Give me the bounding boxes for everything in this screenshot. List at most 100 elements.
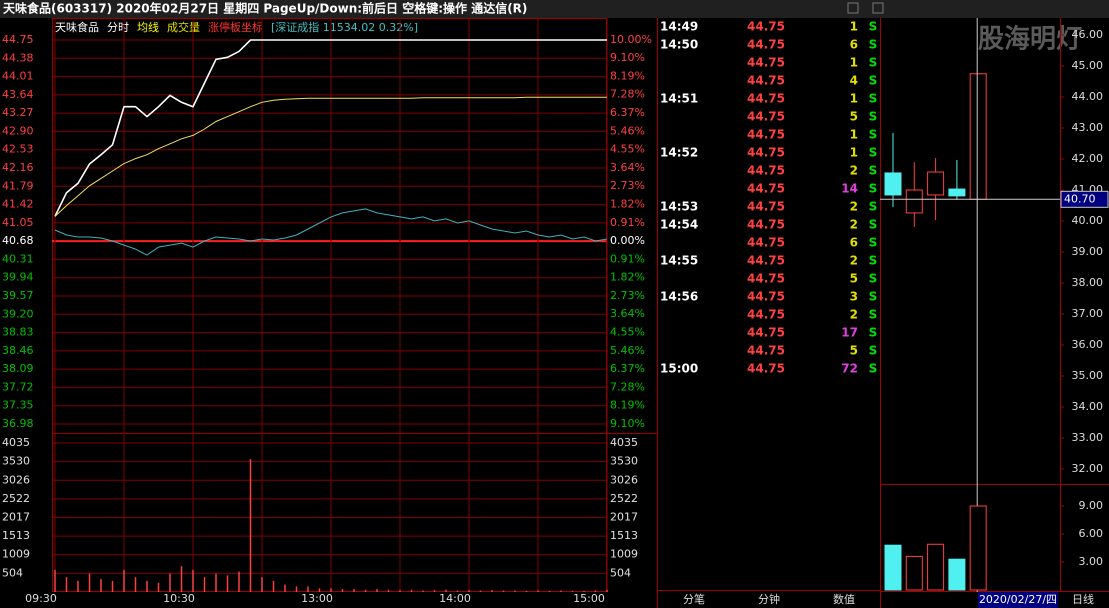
daily-tick-label: 33.00 [1072,431,1104,444]
y-tick-label: 40.68 [2,234,34,247]
trade-volume: 1 [850,20,858,34]
trade-side: S [869,308,878,322]
trade-side: S [869,74,878,88]
trade-price: 44.75 [747,362,785,376]
y-tick-label: 41.42 [2,198,34,211]
daily-tick-label: 34.00 [1072,400,1104,413]
trade-side: S [869,272,878,286]
y-tick-label: 39.94 [2,271,34,284]
daily-tick-label: 36.00 [1072,338,1104,351]
trade-volume: 6 [850,38,858,52]
trade-time: 14:53 [660,200,698,214]
y-tick-label: 39.57 [2,289,34,302]
volume-tick-label: 504 [610,566,631,579]
legend-item: 分时 [107,21,129,34]
trade-side: S [869,362,878,376]
trade-volume: 1 [850,146,858,160]
x-tick-label: 13:00 [301,592,333,605]
date-label: 2020/02/27/四 [979,593,1057,606]
trade-price: 44.75 [747,92,785,106]
y-tick-label: 38.83 [2,326,34,339]
trade-time: 14:56 [660,290,698,304]
trade-volume: 5 [850,110,858,124]
candle-body [884,172,902,196]
y2-tick-label: 7.28% [610,380,645,393]
daily-tick-label: 35.00 [1072,369,1104,382]
y2-tick-label: 5.46% [610,124,645,137]
price-line [54,39,607,217]
daily-volume-bar [927,543,945,591]
daily-tick-label: 38.00 [1072,276,1104,289]
y2-tick-label: 8.19% [610,399,645,412]
trade-time: 14:50 [660,38,698,52]
trade-side: S [869,290,878,304]
y2-tick-label: 3.64% [610,307,645,320]
trade-side: S [869,344,878,358]
legend-item: 均线 [137,20,159,34]
y-tick-label: 43.64 [2,88,34,101]
intraday-frame [52,18,607,592]
volume-tick-label: 2017 [2,511,30,524]
trade-side: S [869,146,878,160]
trade-side: S [869,326,878,340]
trade-price: 44.75 [747,326,785,340]
trade-volume: 14 [841,182,858,196]
y2-tick-label: 10.00% [610,33,652,46]
y2-tick-label: 4.55% [610,326,645,339]
trade-price: 44.75 [747,236,785,250]
volume-tick-label: 3026 [2,473,30,486]
volume-tick-label: 1513 [610,529,638,542]
candle-body [969,73,987,200]
y2-tick-label: 0.91% [610,216,645,229]
y-tick-label: 44.38 [2,51,34,64]
trade-volume: 72 [841,362,858,376]
tab[interactable]: 分钟 [758,592,780,606]
daily-volume-tick-label: 3.00 [1079,555,1104,568]
daily-volume-bar [969,505,987,591]
y2-tick-label: 1.82% [610,271,645,284]
cursor-label: 40.70 [1064,192,1096,205]
trade-time: 14:52 [660,146,698,160]
watermark: 股海明灯 [978,25,1082,55]
y-tick-label: 37.72 [2,380,34,393]
daily-tick-label: 40.00 [1072,214,1104,227]
candle-body [948,188,966,197]
tab[interactable]: 分笔 [683,592,705,606]
legend-item: [深证成指 11534.02 0.32%] [271,20,418,34]
y2-tick-label: 1.82% [610,197,645,210]
y-tick-label: 42.53 [2,143,34,156]
daily-volume-bar [948,558,966,591]
trade-price: 44.75 [747,164,785,178]
y-tick-label: 39.20 [2,307,34,320]
price-line [54,96,607,217]
y2-tick-label: 0.91% [610,252,645,265]
daily-tick-label: 44.00 [1072,90,1104,103]
daily-volume-tick-label: 6.00 [1079,527,1104,540]
trade-price: 44.75 [747,290,785,304]
tab[interactable]: 数值 [833,593,855,606]
y-tick-label: 42.90 [2,124,34,137]
y2-tick-label: 5.46% [610,344,645,357]
title: 天味食品(603317) 2020年02月27日 星期四 PageUp/Down… [3,1,527,16]
daily-tick-label: 45.00 [1072,59,1104,72]
volume-tick-label: 4035 [2,436,30,449]
price-line [54,208,608,256]
volume-tick-label: 1513 [2,529,30,542]
daily-tick-label: 43.00 [1072,121,1104,134]
window-button[interactable] [872,2,884,14]
trade-volume: 2 [850,254,858,268]
daily-tick-label: 42.00 [1072,152,1104,165]
y2-tick-label: 6.37% [610,362,645,375]
trade-volume: 2 [850,200,858,214]
daily-tick-label: 39.00 [1072,245,1104,258]
y2-tick-label: 6.37% [610,106,645,119]
trade-price: 44.75 [747,272,785,286]
volume-tick-label: 504 [2,566,23,579]
y-tick-label: 36.98 [2,417,34,430]
date-box [978,592,1058,608]
trade-price: 44.75 [747,218,785,232]
trade-side: S [869,164,878,178]
y-tick-label: 44.01 [2,70,34,83]
window-button[interactable] [847,2,859,14]
daily-volume-bar [884,544,902,591]
